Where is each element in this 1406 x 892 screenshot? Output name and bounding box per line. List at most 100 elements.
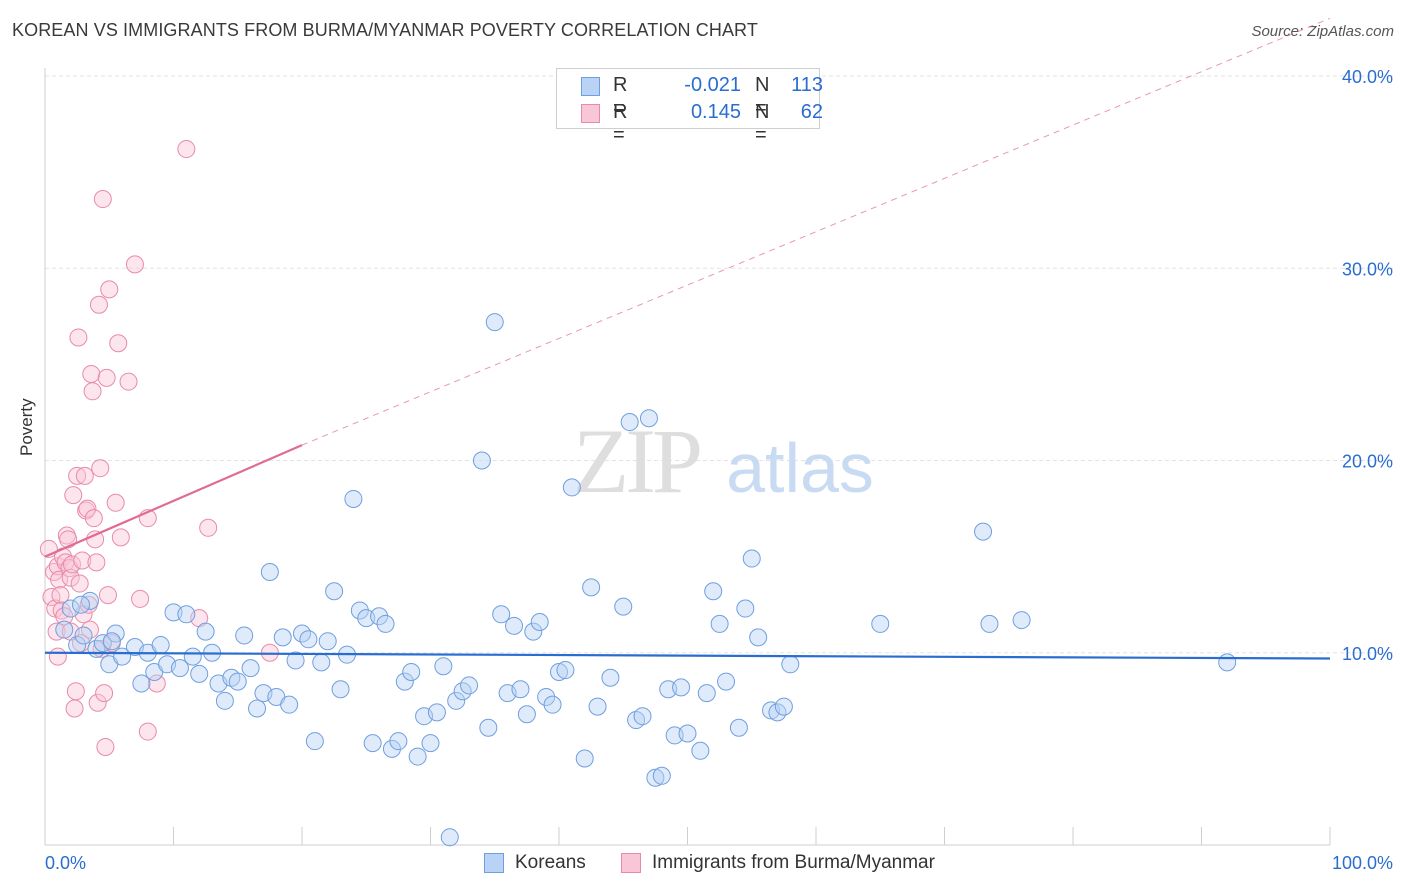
korean-point: [742, 549, 761, 568]
korean-point: [582, 578, 601, 597]
korean-point: [562, 478, 581, 497]
korean-point: [228, 672, 247, 691]
korean-points: [55, 313, 1237, 847]
gridlines: [45, 75, 1395, 654]
korean-point: [80, 591, 99, 610]
korean-point: [472, 451, 491, 470]
burma-point: [84, 509, 103, 528]
korean-point: [717, 672, 736, 691]
korean-point: [530, 612, 549, 631]
korean-point: [196, 622, 215, 641]
burma-point: [119, 372, 138, 391]
burma-point: [100, 280, 119, 299]
korean-point: [318, 632, 337, 651]
burma-point: [97, 368, 116, 387]
burma-point: [95, 684, 114, 703]
burma-trend-line: [44, 444, 303, 558]
korean-point: [736, 599, 755, 618]
stats-legend: R = -0.021 N = 113 R = 0.145 N = 62: [556, 68, 823, 146]
burma-point: [62, 555, 81, 574]
korean-point: [710, 614, 729, 633]
legend-n-label: N =: [755, 101, 770, 146]
korean-point: [556, 661, 575, 680]
y-tick-label: 40.0%: [1342, 67, 1393, 87]
korean-point: [312, 653, 331, 672]
korean-point: [447, 691, 466, 710]
korean-point: [389, 732, 408, 751]
korean-point: [749, 628, 768, 647]
burma-point: [199, 518, 218, 537]
legend-r-label: R =: [613, 74, 628, 119]
source-label: Source: ZipAtlas.com: [1251, 23, 1394, 40]
burma-point: [51, 586, 70, 605]
korean-point: [61, 599, 80, 618]
korean-point: [132, 674, 151, 693]
korean-point: [299, 630, 318, 649]
burma-point: [131, 589, 150, 608]
korean-point: [151, 636, 170, 655]
korean-point: [639, 409, 658, 428]
korean-point: [729, 718, 748, 737]
korean-point: [248, 699, 267, 718]
korean-point: [74, 626, 93, 645]
korean-point: [363, 734, 382, 753]
korean-point: [460, 676, 479, 695]
korean-point: [440, 828, 459, 847]
y-tick-label: 10.0%: [1342, 644, 1393, 664]
legend-n-value: 113: [791, 74, 823, 96]
korean-point: [697, 684, 716, 703]
korean-point: [633, 707, 652, 726]
korean-point: [485, 313, 504, 332]
burma-point: [55, 607, 74, 626]
burma-point: [111, 528, 130, 547]
korean-point: [325, 582, 344, 601]
korean-point: [1012, 611, 1031, 630]
burma-point: [93, 190, 112, 209]
korean-point: [102, 632, 121, 651]
bottom-legend-label: Immigrants from Burma/Myanmar: [652, 852, 935, 873]
korean-point: [408, 747, 427, 766]
burma-point: [177, 140, 196, 159]
korean-point: [691, 741, 710, 760]
tick-labels: 10.0% 20.0% 30.0% 40.0% 0.0% 100.0%: [45, 67, 1393, 873]
korean-point: [305, 732, 324, 751]
korean-point: [370, 607, 389, 626]
watermark-atlas: atlas: [726, 429, 874, 507]
legend-r-label: R =: [613, 101, 628, 146]
korean-point: [588, 697, 607, 716]
burma-point: [91, 459, 110, 478]
burma-trend-extension: [301, 17, 1331, 446]
korean-point: [537, 687, 556, 706]
burma-point: [66, 682, 85, 701]
korean-point: [434, 657, 453, 676]
burma-point: [125, 255, 144, 274]
burma-point: [96, 737, 115, 756]
korean-point: [260, 563, 279, 582]
watermark-zip: ZIP: [573, 410, 700, 512]
burma-point: [98, 586, 117, 605]
bottom-legend-swatch-burma: [621, 853, 641, 873]
legend-r-value: 0.145: [690, 101, 741, 123]
korean-point: [980, 614, 999, 633]
burma-point: [88, 693, 107, 712]
bottom-legend-swatch-koreans: [484, 853, 504, 873]
korean-point: [505, 616, 524, 635]
korean-point: [543, 695, 562, 714]
korean-point: [183, 647, 202, 666]
burma-point: [64, 486, 83, 505]
korean-point: [55, 620, 74, 639]
korean-point: [331, 680, 350, 699]
burma-point: [48, 647, 67, 666]
burma-point: [89, 295, 108, 314]
korean-point: [678, 724, 697, 743]
burma-point: [61, 568, 80, 587]
korean-point: [652, 766, 671, 785]
burma-point: [83, 382, 102, 401]
burma-point: [42, 587, 61, 606]
axes: [44, 68, 1331, 846]
korean-point: [524, 622, 543, 641]
burma-point: [138, 722, 157, 741]
korean-point: [620, 413, 639, 432]
burma-point: [147, 674, 166, 693]
x-tick-label: 100.0%: [1332, 853, 1393, 873]
